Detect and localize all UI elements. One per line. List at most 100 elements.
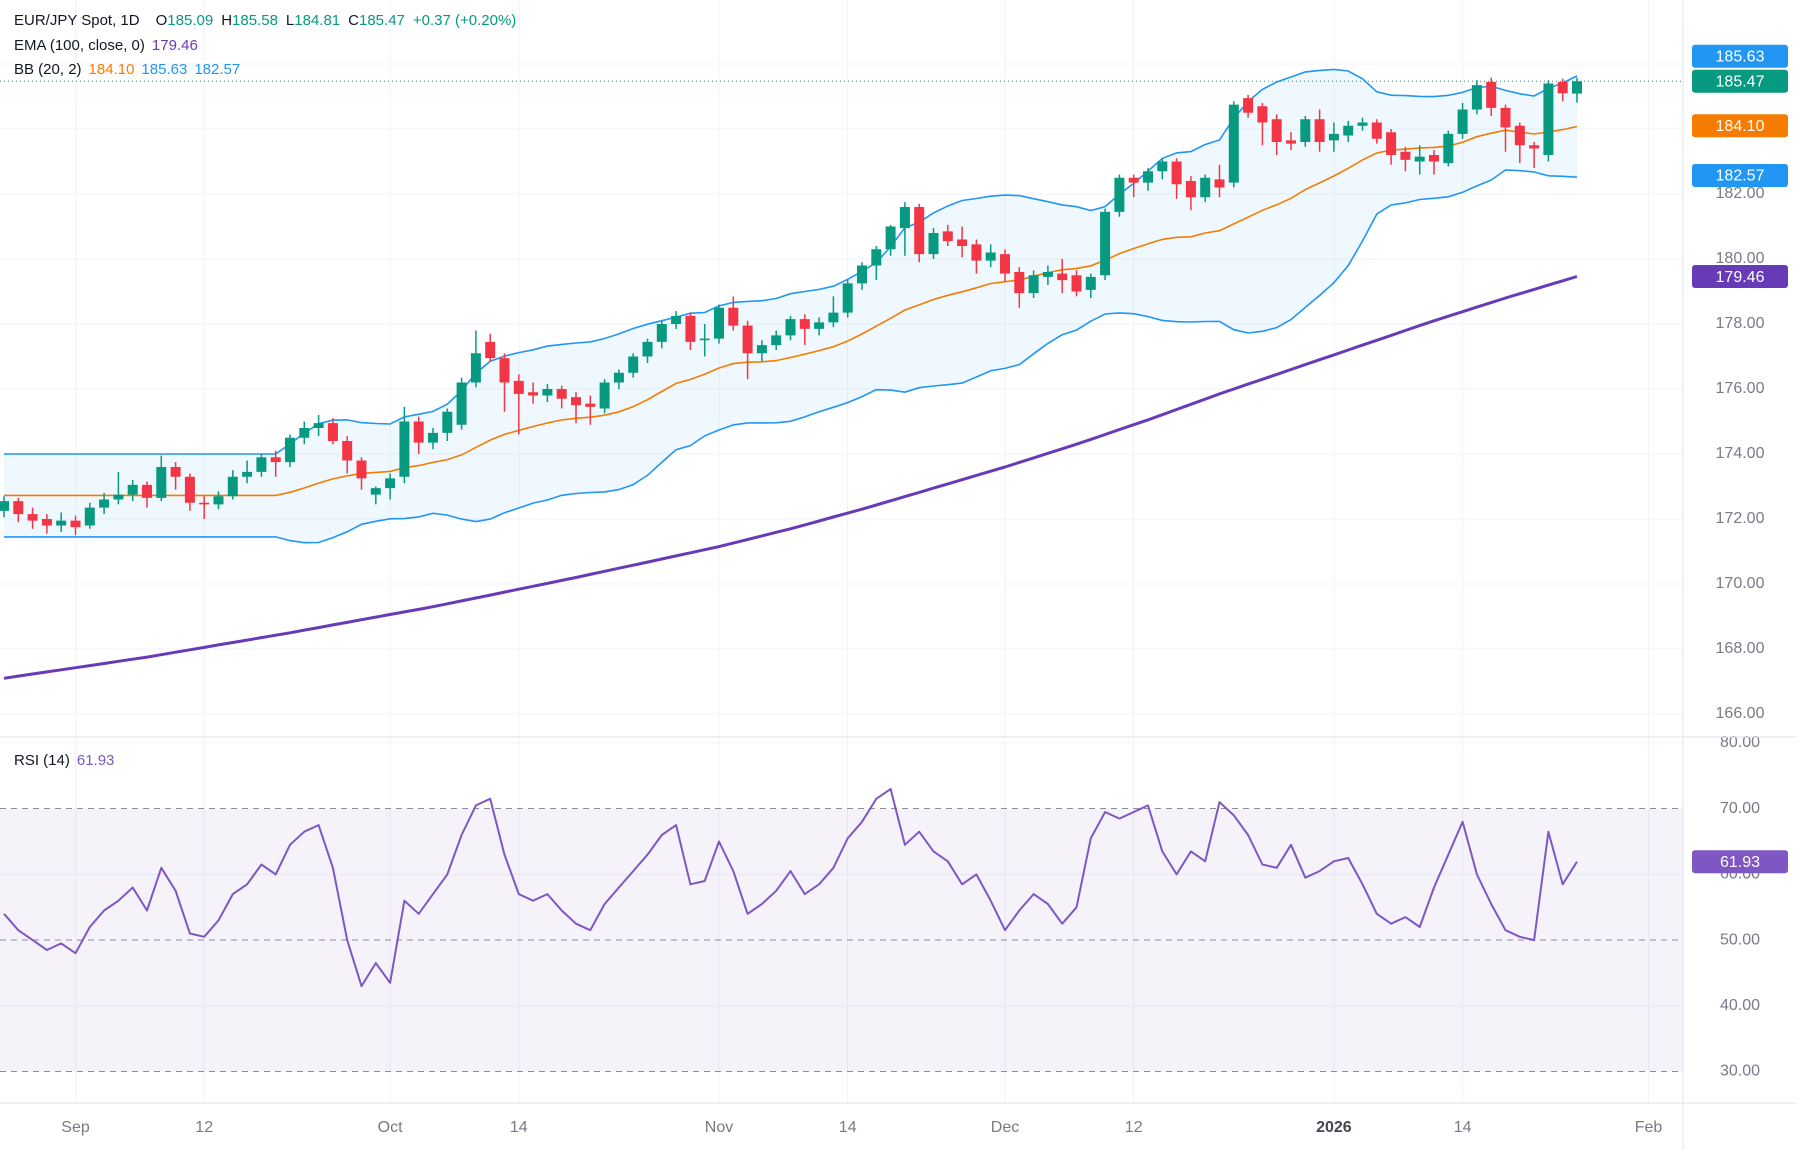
candle-body — [56, 520, 67, 526]
candle-body — [213, 496, 224, 505]
candle-body — [1028, 275, 1039, 294]
candle-body — [771, 335, 782, 346]
open-value: 185.09 — [167, 12, 214, 29]
main-pane[interactable] — [0, 68, 1683, 680]
candle-body — [1114, 177, 1125, 212]
price-axis[interactable]: 182.00 180.00 178.00 176.00 174.00 172.00 170.… — [1682, 0, 1796, 1150]
candle-body — [428, 432, 438, 443]
price-axis-label: 182.00 — [1716, 185, 1765, 202]
time-axis-label: Dec — [991, 1119, 1019, 1136]
candle-body — [1243, 98, 1254, 113]
price-axis-label: 172.00 — [1716, 510, 1765, 527]
candle-body — [799, 319, 810, 329]
candle-body — [399, 421, 410, 477]
candles-layer — [0, 77, 1582, 536]
ema-legend-row[interactable]: EMA (100, close, 0) 179.46 — [14, 37, 198, 54]
candle-body — [1185, 181, 1196, 198]
candle-body — [542, 389, 553, 396]
candle-body — [785, 319, 796, 336]
grid-layer — [0, 0, 1683, 1103]
candle-body — [242, 471, 253, 477]
candle-body — [199, 502, 210, 505]
candle-body — [985, 252, 996, 261]
bb-basis-value: 184.10 — [88, 61, 135, 78]
candle-body — [470, 353, 481, 383]
candle-body — [885, 226, 896, 250]
candle-body — [756, 345, 767, 354]
candle-body — [1157, 161, 1168, 172]
candle-body — [928, 233, 939, 255]
candle-body — [1257, 106, 1268, 123]
candle-body — [728, 307, 739, 326]
time-axis-label: 12 — [195, 1119, 213, 1136]
candle-body — [1100, 211, 1111, 276]
candle-body — [914, 207, 925, 255]
rsi-pane[interactable] — [0, 788, 1683, 1072]
candle-body — [1500, 107, 1511, 128]
rsi-value: 61.93 — [76, 752, 115, 769]
rsi-axis-label: 70.00 — [1720, 800, 1760, 817]
high-value: 185.58 — [232, 12, 278, 29]
candle-body — [1171, 161, 1182, 185]
candle-body — [1214, 179, 1225, 188]
change-value: +0.37 (+0.20%) — [412, 12, 517, 29]
candle-body — [127, 484, 138, 495]
candle-body — [1486, 81, 1497, 108]
rsi-axis-label: 50.00 — [1720, 931, 1760, 948]
candle-body — [70, 520, 81, 528]
open-label: O — [155, 12, 168, 29]
candle-body — [327, 423, 338, 441]
candle-body — [1514, 125, 1525, 146]
candle-body — [0, 501, 9, 511]
candle-body — [1400, 151, 1411, 160]
candle-body — [84, 507, 95, 526]
candle-body — [1000, 254, 1010, 274]
candle-body — [642, 341, 653, 357]
symbol-title: EUR/JPY Spot, 1D — [14, 12, 140, 29]
symbol-legend-row[interactable]: EUR/JPY Spot, 1D O185.09 H185.58 L184.81… — [14, 12, 516, 29]
axis-price-badge-text: 185.63 — [1716, 48, 1765, 65]
candle-body — [1042, 272, 1053, 277]
ema-label: EMA (100, close, 0) — [14, 37, 145, 54]
rsi-legend-row[interactable]: RSI (14) 61.93 — [14, 752, 114, 769]
axis-price-badge-text: 185.47 — [1716, 73, 1765, 90]
rsi-line — [3, 788, 1578, 988]
time-axis-label: Sep — [61, 1119, 90, 1136]
low-label: L — [285, 12, 295, 29]
candle-body — [599, 382, 610, 409]
candle-body — [184, 476, 195, 503]
candle-body — [1414, 156, 1425, 162]
candle-body — [385, 478, 396, 489]
candle-body — [1071, 275, 1082, 292]
candle-body — [1328, 133, 1339, 141]
candle-body — [871, 249, 882, 266]
bb-label: BB (20, 2) — [14, 61, 82, 78]
candle-body — [828, 312, 839, 323]
candle-body — [256, 457, 267, 472]
candle-body — [1529, 145, 1540, 149]
candle-body — [41, 519, 52, 526]
candle-body — [1014, 272, 1025, 294]
ema-line — [3, 275, 1578, 680]
price-axis-label: 178.00 — [1716, 315, 1765, 332]
time-axis[interactable]: Sep 12 Oct 14 Nov 14 Dec 12 2026 14 Feb — [61, 1119, 1662, 1136]
ema-value: 179.46 — [151, 37, 198, 54]
candle-body — [513, 380, 524, 394]
axis-price-badge — [1692, 850, 1788, 874]
candle-body — [413, 421, 424, 443]
bb-legend-row[interactable]: BB (20, 2) 184.10 185.63 182.57 — [14, 61, 240, 78]
bb-lower-line — [4, 169, 1578, 544]
bb-basis-line — [4, 125, 1578, 497]
candle-body — [1443, 133, 1454, 164]
candle-body — [899, 207, 910, 229]
axis-price-badge — [1692, 69, 1788, 93]
candle-body — [556, 389, 567, 399]
candle-body — [13, 501, 24, 515]
candle-body — [499, 358, 510, 383]
candle-body — [356, 460, 367, 479]
candle-body — [942, 231, 953, 242]
candle-body — [957, 239, 968, 246]
candle-body — [227, 476, 238, 497]
